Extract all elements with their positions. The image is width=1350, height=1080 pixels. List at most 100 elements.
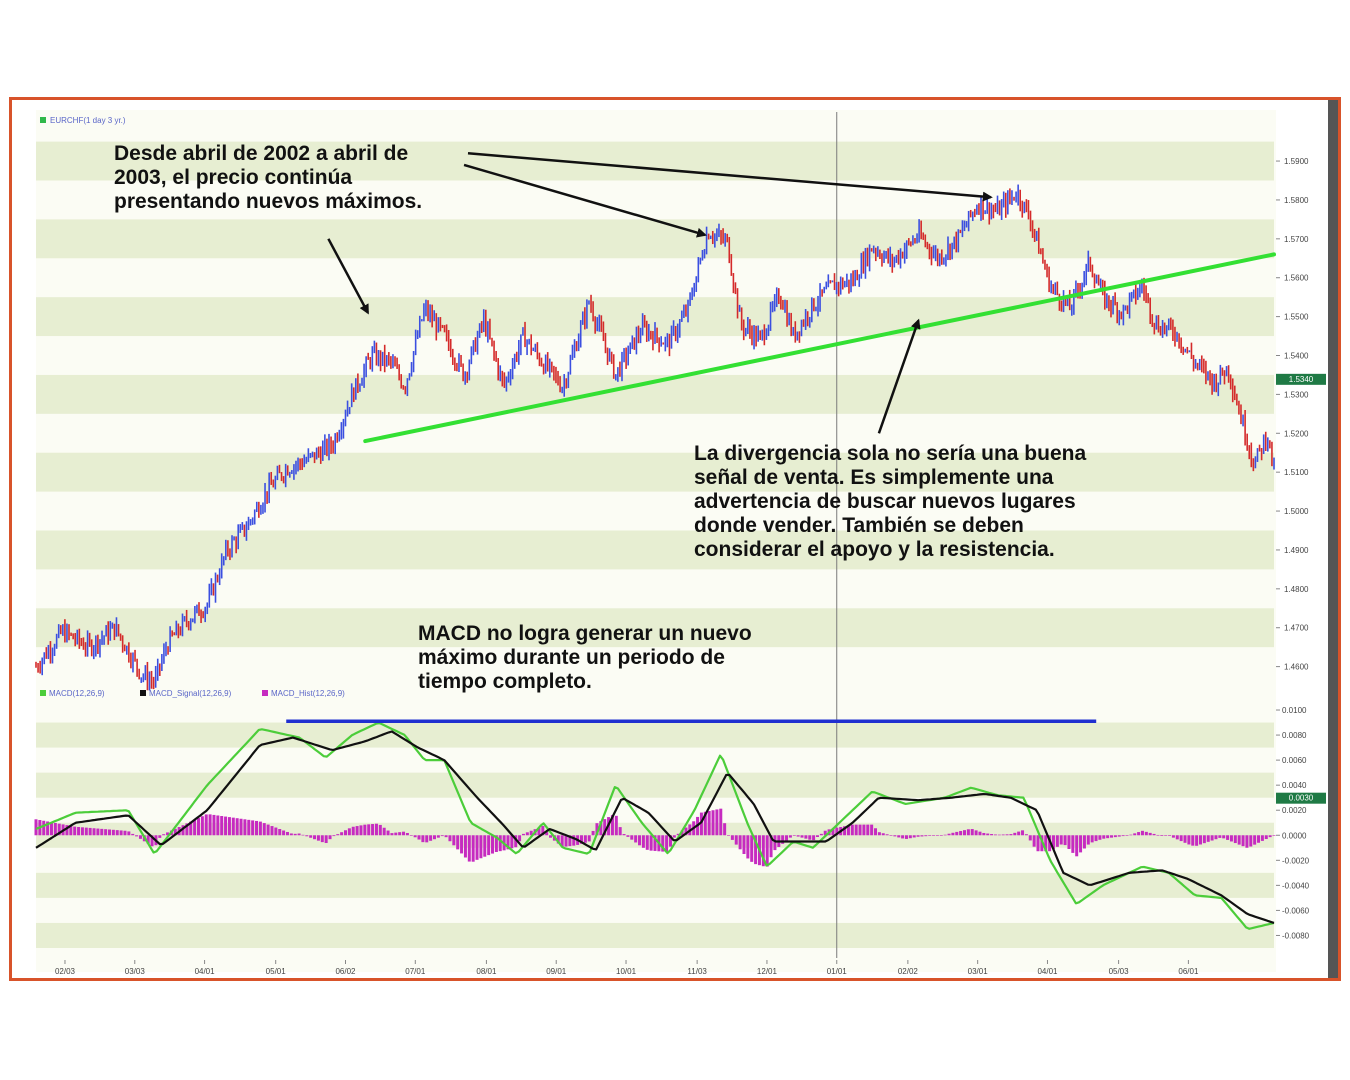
macd-histogram-bar: [626, 835, 630, 837]
macd-histogram-bar: [274, 827, 278, 836]
x-tick-label: 08/01: [476, 967, 497, 976]
macd-histogram-bar: [1009, 834, 1013, 836]
macd-histogram-bar: [162, 834, 166, 836]
macd-histogram-bar: [843, 826, 847, 836]
macd-histogram-bar: [1272, 835, 1276, 836]
price-tick-label: 1.5600: [1284, 274, 1309, 283]
macd-legend-label: MACD_Signal(12,26,9): [149, 689, 232, 698]
macd-histogram-bar: [1094, 835, 1098, 842]
macd-histogram-bar: [88, 827, 92, 836]
macd-histogram-bar: [166, 832, 170, 836]
x-tick-label: 10/01: [616, 967, 637, 976]
macd-histogram-bar: [328, 835, 332, 840]
macd-histogram-bar: [812, 835, 816, 841]
macd-histogram-bar: [1249, 835, 1253, 847]
annotation-price-highs: Desde abril de 2002 a abril de 2003, el …: [114, 142, 423, 213]
macd-histogram-bar: [610, 815, 614, 836]
macd-histogram-bar: [46, 821, 50, 836]
macd-histogram-bar: [518, 835, 522, 842]
x-tick-label: 03/03: [125, 967, 146, 976]
macd-histogram-bar: [1137, 832, 1141, 836]
macd-histogram-bar: [858, 824, 862, 836]
macd-histogram-bar: [599, 821, 603, 836]
macd-tick-label: -0.0060: [1282, 906, 1310, 915]
macd-histogram-bar: [541, 826, 545, 836]
macd-histogram-bar: [854, 824, 858, 836]
macd-histogram-bar: [181, 825, 185, 836]
macd-histogram-bar: [514, 835, 518, 848]
macd-histogram-bar: [986, 833, 990, 836]
macd-histogram-bar: [1241, 835, 1245, 847]
macd-histogram-bar: [723, 823, 727, 836]
macd-histogram-bar: [402, 831, 406, 836]
x-tick-label: 04/01: [1037, 967, 1058, 976]
macd-histogram-bar: [846, 825, 850, 836]
macd-histogram-bar: [309, 835, 313, 838]
macd-histogram-bar: [1133, 833, 1137, 836]
macd-histogram-bar: [730, 835, 734, 840]
macd-histogram-bar: [630, 835, 634, 840]
x-tick-label: 07/01: [405, 967, 426, 976]
macd-histogram-bar: [421, 835, 425, 843]
macd-histogram-bar: [963, 830, 966, 836]
macd-histogram-bar: [1168, 835, 1172, 836]
macd-band: [36, 922, 1274, 948]
macd-legend-label: MACD(12,26,9): [49, 689, 105, 698]
macd-histogram-bar: [614, 815, 618, 836]
macd-histogram-bar: [1253, 835, 1257, 845]
macd-histogram-bar: [1063, 835, 1067, 846]
macd-histogram-bar: [193, 819, 197, 836]
macd-histogram-bar: [982, 832, 986, 836]
macd-histogram-bar: [340, 832, 344, 836]
macd-histogram-bar: [866, 824, 870, 836]
macd-histogram-bar: [788, 835, 792, 838]
macd-histogram-bar: [262, 823, 266, 836]
macd-histogram-bar: [707, 811, 711, 836]
macd-histogram-bar: [1110, 835, 1114, 838]
macd-histogram-bar: [1218, 835, 1222, 838]
macd-histogram-bar: [997, 834, 1001, 836]
macd-histogram-bar: [425, 835, 429, 843]
macd-histogram-bar: [525, 832, 529, 836]
price-tick-label: 1.5100: [1284, 468, 1309, 477]
macd-histogram-bar: [870, 824, 874, 836]
macd-histogram-bar: [672, 835, 676, 838]
x-tick-label: 04/01: [195, 967, 216, 976]
macd-histogram-bar: [564, 835, 568, 847]
macd-histogram-bar: [313, 835, 317, 840]
price-tick-label: 1.5400: [1284, 352, 1309, 361]
macd-histogram-bar: [966, 829, 970, 836]
macd-histogram-bar: [916, 835, 920, 837]
macd-tick-label: 0.0100: [1282, 706, 1307, 715]
macd-histogram-bar: [668, 835, 672, 847]
macd-histogram-bar: [471, 835, 475, 862]
macd-legend-swatch: [262, 690, 268, 696]
macd-histogram-bar: [661, 835, 665, 852]
macd-histogram-bar: [1121, 835, 1125, 837]
macd-histogram-bar: [239, 818, 243, 836]
macd-histogram-bar: [742, 835, 746, 854]
macd-histogram-bar: [34, 819, 38, 836]
macd-histogram-bar: [835, 827, 839, 836]
macd-histogram-bar: [877, 832, 881, 836]
macd-histogram-bar: [823, 830, 827, 836]
macd-histogram-bar: [568, 835, 572, 847]
macd-histogram-bar: [1214, 835, 1218, 840]
macd-histogram-bar: [634, 835, 638, 843]
macd-band: [36, 772, 1274, 798]
macd-histogram-bar: [1144, 831, 1148, 836]
macd-tick-label: 0.0020: [1282, 806, 1307, 815]
macd-histogram-bar: [684, 827, 688, 836]
macd-histogram-bar: [84, 827, 88, 836]
macd-histogram-bar: [1229, 835, 1233, 842]
macd-histogram-bar: [491, 835, 495, 854]
macd-histogram-bar: [510, 835, 514, 849]
macd-histogram-bar: [119, 830, 123, 836]
macd-histogram-bar: [266, 824, 270, 836]
macd-histogram-bar: [371, 824, 375, 836]
macd-histogram-bar: [498, 835, 502, 852]
macd-histogram-bar: [549, 835, 553, 838]
macd-histogram-bar: [773, 835, 777, 851]
annotation-divergence: La divergencia sola no sería una buena s…: [694, 442, 1087, 561]
x-tick-label: 12/01: [757, 967, 778, 976]
